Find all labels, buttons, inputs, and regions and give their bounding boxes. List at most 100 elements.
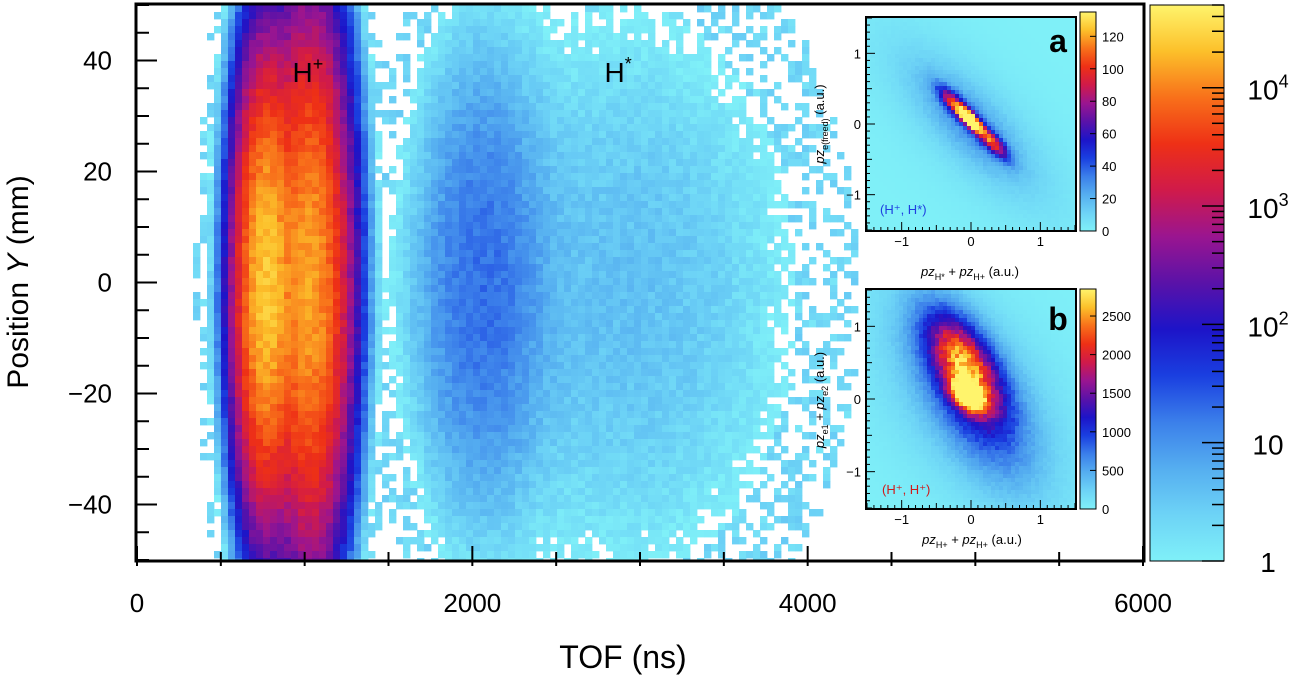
heatmap-cell bbox=[235, 110, 243, 118]
heatmap-cell bbox=[284, 201, 292, 209]
heatmap-cell bbox=[326, 201, 334, 209]
heatmap-cell bbox=[277, 348, 285, 356]
heatmap-cell bbox=[396, 299, 404, 307]
heatmap-cell bbox=[627, 187, 635, 195]
heatmap-cell bbox=[655, 355, 663, 363]
heatmap-cell bbox=[557, 432, 565, 440]
heatmap-cell bbox=[375, 362, 383, 370]
heatmap-cell bbox=[662, 180, 670, 188]
heatmap-cell bbox=[417, 481, 425, 489]
heatmap-cell bbox=[599, 348, 607, 356]
heatmap-cell bbox=[543, 327, 551, 335]
heatmap-cell bbox=[487, 54, 495, 62]
heatmap-cell bbox=[564, 215, 572, 223]
heatmap-cell bbox=[473, 96, 481, 104]
heatmap-cell bbox=[249, 159, 257, 167]
heatmap-cell bbox=[319, 61, 327, 69]
heatmap-cell bbox=[298, 110, 306, 118]
heatmap-cell bbox=[606, 383, 614, 391]
heatmap-cell bbox=[606, 75, 614, 83]
heatmap-cell bbox=[417, 313, 425, 321]
heatmap-cell bbox=[550, 320, 558, 328]
heatmap-cell bbox=[340, 12, 348, 20]
heatmap-cell bbox=[564, 180, 572, 188]
heatmap-cell bbox=[529, 446, 537, 454]
heatmap-cell bbox=[361, 530, 369, 538]
heatmap-cell bbox=[494, 19, 502, 27]
heatmap-cell bbox=[662, 124, 670, 132]
heatmap-cell bbox=[375, 502, 383, 510]
heatmap-cell bbox=[445, 425, 453, 433]
heatmap-cell bbox=[606, 33, 614, 41]
heatmap-cell bbox=[648, 537, 656, 545]
heatmap-cell bbox=[620, 40, 628, 48]
heatmap-cell bbox=[312, 334, 320, 342]
heatmap-cell bbox=[263, 558, 271, 560]
heatmap-cell bbox=[263, 453, 271, 461]
heatmap-cell bbox=[375, 131, 383, 139]
heatmap-cell bbox=[340, 551, 348, 559]
heatmap-cell bbox=[613, 229, 621, 237]
heatmap-cell bbox=[529, 558, 537, 560]
heatmap-cell bbox=[284, 460, 292, 468]
heatmap-cell bbox=[536, 215, 544, 223]
heatmap-cell bbox=[592, 292, 600, 300]
heatmap-cell bbox=[508, 82, 516, 90]
heatmap-cell bbox=[214, 75, 222, 83]
heatmap-cell bbox=[529, 89, 537, 97]
heatmap-cell bbox=[641, 488, 649, 496]
heatmap-cell bbox=[627, 460, 635, 468]
heatmap-cell bbox=[438, 173, 446, 181]
heatmap-cell bbox=[550, 271, 558, 279]
heatmap-cell bbox=[536, 558, 544, 560]
heatmap-cell bbox=[543, 320, 551, 328]
heatmap-cell bbox=[662, 159, 670, 167]
heatmap-cell bbox=[284, 26, 292, 34]
heatmap-cell bbox=[550, 530, 558, 538]
heatmap-cell bbox=[263, 376, 271, 384]
heatmap-cell bbox=[319, 460, 327, 468]
heatmap-cell bbox=[627, 208, 635, 216]
heatmap-cell bbox=[529, 495, 537, 503]
heatmap-cell bbox=[431, 418, 439, 426]
heatmap-cell bbox=[606, 201, 614, 209]
heatmap-cell bbox=[256, 341, 264, 349]
heatmap-cell bbox=[473, 138, 481, 146]
heatmap-cell bbox=[466, 278, 474, 286]
heatmap-cell bbox=[487, 390, 495, 398]
heatmap-cell bbox=[326, 474, 334, 482]
heatmap-cell bbox=[298, 54, 306, 62]
heatmap-cell bbox=[641, 145, 649, 153]
heatmap-cell bbox=[634, 376, 642, 384]
heatmap-cell bbox=[284, 82, 292, 90]
heatmap-cell bbox=[606, 467, 614, 475]
heatmap-cell bbox=[599, 159, 607, 167]
heatmap-cell bbox=[438, 320, 446, 328]
heatmap-cell bbox=[508, 439, 516, 447]
heatmap-cell bbox=[438, 404, 446, 412]
heatmap-cell bbox=[508, 222, 516, 230]
heatmap-cell bbox=[487, 502, 495, 510]
heatmap-cell bbox=[634, 40, 642, 48]
heatmap-cell bbox=[606, 537, 614, 545]
heatmap-cell bbox=[480, 544, 488, 552]
heatmap-cell bbox=[634, 131, 642, 139]
heatmap-cell bbox=[228, 362, 236, 370]
heatmap-cell bbox=[228, 26, 236, 34]
heatmap-cell bbox=[263, 89, 271, 97]
heatmap-cell bbox=[480, 411, 488, 419]
heatmap-cell bbox=[494, 117, 502, 125]
heatmap-cell bbox=[200, 138, 208, 146]
heatmap-cell bbox=[354, 481, 362, 489]
heatmap-cell bbox=[424, 348, 432, 356]
heatmap-cell bbox=[487, 320, 495, 328]
heatmap-cell bbox=[606, 222, 614, 230]
heatmap-cell bbox=[669, 187, 677, 195]
heatmap-cell bbox=[564, 89, 572, 97]
heatmap-cell bbox=[277, 243, 285, 251]
heatmap-cell bbox=[438, 523, 446, 531]
heatmap-cell bbox=[634, 96, 642, 104]
heatmap-cell bbox=[368, 180, 376, 188]
heatmap-cell bbox=[333, 397, 341, 405]
heatmap-cell bbox=[501, 453, 509, 461]
